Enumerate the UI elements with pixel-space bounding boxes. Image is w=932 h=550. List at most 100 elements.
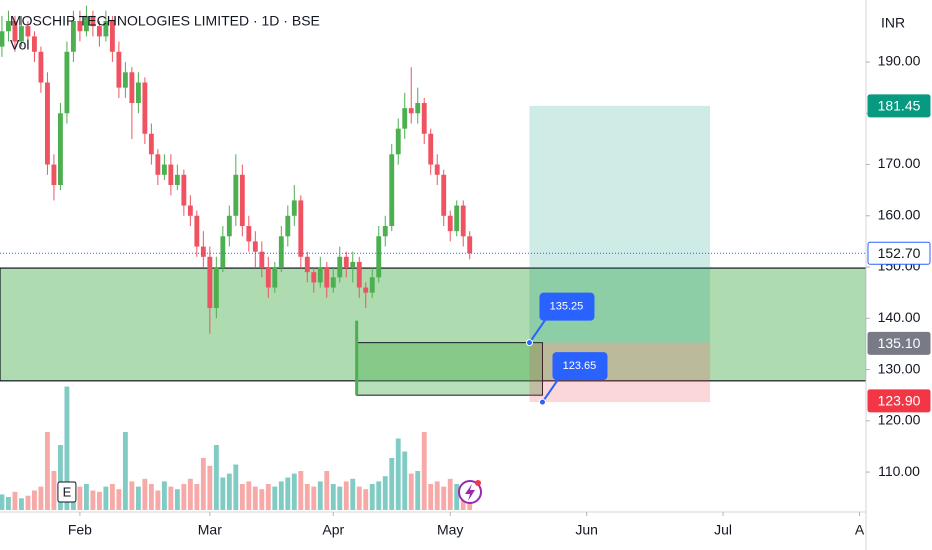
x-tick-label: Mar (198, 522, 222, 538)
candle-body (70, 21, 76, 52)
candle-body (402, 108, 408, 129)
volume-bar (161, 481, 167, 510)
volume-bar (77, 486, 83, 510)
volume-bar (135, 486, 141, 510)
candle-body (408, 108, 414, 114)
volume-bar (0, 494, 5, 510)
candle-body (350, 261, 356, 268)
event-marker-label: E (63, 484, 72, 499)
candle-body (317, 267, 323, 283)
candle-body (109, 21, 115, 52)
candle-body (44, 82, 50, 165)
volume-bar (272, 486, 278, 510)
candle-body (337, 256, 343, 278)
alert-icon[interactable] (458, 480, 482, 504)
volume-bar (421, 432, 427, 510)
candle-body (447, 215, 453, 232)
price-box (356, 342, 543, 396)
volume-label: Vol (10, 37, 29, 53)
candle-body (467, 236, 473, 254)
plot-area: 135.25 123.65 E (0, 5, 867, 510)
support-zone (0, 267, 867, 382)
volume-bar (116, 489, 122, 510)
volume-bar (155, 490, 161, 510)
candle-body (12, 21, 18, 42)
candle-body (246, 226, 252, 242)
volume-bar (64, 386, 70, 510)
x-tick-label: May (437, 522, 463, 538)
volume-bar (239, 484, 245, 510)
volume-bar (356, 486, 362, 510)
candle-body (129, 72, 135, 104)
candle-body (31, 36, 37, 52)
candle-body (415, 103, 421, 114)
volume-bar (103, 486, 109, 510)
candle-body (187, 205, 193, 216)
candle-body (57, 113, 63, 186)
volume-bar (233, 464, 239, 510)
candle-body (304, 256, 310, 273)
volume-bar (428, 484, 434, 510)
volume-bar (415, 471, 421, 510)
volume-bar (174, 489, 180, 510)
candle-body (220, 236, 226, 268)
volume-bar (122, 432, 128, 510)
x-tick-label: Feb (68, 522, 92, 538)
volume-bar (311, 486, 317, 510)
candle-body (259, 251, 265, 268)
volume-bar (343, 481, 349, 510)
candle-body (148, 133, 154, 155)
candle-body (142, 82, 148, 134)
candle-body (395, 128, 401, 155)
volume-bar (408, 473, 414, 510)
candle-body (77, 21, 83, 32)
y-tick-label: 140.00 (878, 309, 921, 325)
volume-bar (382, 476, 388, 510)
stop-label-box (552, 352, 608, 381)
y-tick-label: 110.00 (878, 463, 920, 479)
volume-bar (389, 458, 395, 510)
candle-body (298, 200, 304, 257)
candle-body (96, 26, 102, 37)
candle-body (213, 267, 219, 309)
candle-body (0, 31, 5, 47)
entry-label-point (525, 339, 533, 347)
x-tick-label: A (855, 522, 865, 538)
candle-body (441, 174, 447, 216)
candle-body (83, 15, 89, 32)
candle-body (382, 226, 388, 237)
volume-bar (376, 481, 382, 510)
candle-body (311, 272, 317, 283)
volume-bar (200, 458, 206, 510)
volume-bar (363, 489, 369, 510)
price-axis-panel (866, 0, 932, 550)
candle-body (207, 256, 213, 309)
volume-bar (337, 486, 343, 510)
candle-body (122, 72, 128, 88)
volume-bar (317, 481, 323, 510)
volume-bar (187, 478, 193, 510)
volume-bar (454, 484, 460, 510)
x-tick-label: Apr (322, 522, 344, 538)
candle-body (454, 205, 460, 232)
volume-bar (83, 484, 89, 510)
volume-bar (213, 445, 219, 510)
candle-body (51, 164, 57, 186)
axes: 110.00120.00130.00140.00150.00160.00170.… (68, 53, 931, 538)
volume-bar (259, 489, 265, 510)
entry-label-pointer (528, 316, 549, 344)
candle-body (38, 51, 44, 83)
volume-bar (304, 484, 310, 510)
event-marker (57, 481, 77, 503)
volume-bar (44, 432, 50, 510)
currency-label: INR (881, 15, 905, 31)
candle-body (239, 174, 245, 227)
volume-bar (226, 473, 232, 510)
volume-bar (220, 477, 226, 510)
candle-body (116, 51, 122, 88)
volume-bar (38, 486, 44, 510)
volume-bar (395, 438, 401, 510)
candle-body (324, 267, 330, 288)
candle-body (434, 164, 440, 175)
